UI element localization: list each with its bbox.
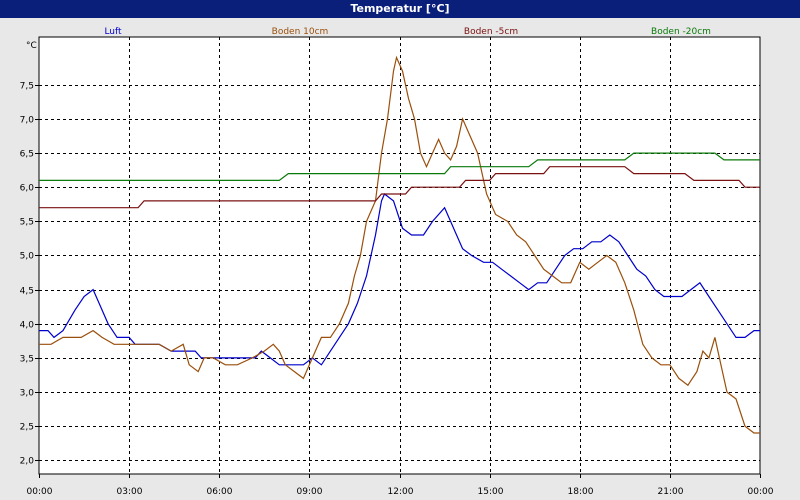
x-tick-label-time: 00:00 xyxy=(748,487,774,497)
x-tick-label-time: 06:00 xyxy=(207,487,233,497)
series-line-2 xyxy=(39,55,760,434)
y-tick-label: 7,5 xyxy=(20,82,34,92)
x-tick-label-time: 15:00 xyxy=(478,487,504,497)
legend-entry: Boden -20cm xyxy=(651,27,711,37)
series-line-3 xyxy=(39,166,760,209)
temperature-chart: 2,0 2,5 3,0 3,5 4,0 4,5 5,0 5,5 6,0 6,5 7,0 7,5 00:… xyxy=(20,27,774,497)
y-tick-label: 2,5 xyxy=(20,423,34,433)
x-tick-label-time: 09:00 xyxy=(297,487,323,497)
series-line-4 xyxy=(39,152,760,181)
y-tick-label: 2,0 xyxy=(20,457,35,467)
y-tick-label: 4,5 xyxy=(20,287,34,297)
y-tick-label: 4,0 xyxy=(20,321,35,331)
y-axis-unit: °C xyxy=(26,41,37,51)
legend-entry: Luft xyxy=(104,27,122,37)
x-tick-label-time: 18:00 xyxy=(568,487,594,497)
y-tick-label: 3,0 xyxy=(20,389,35,399)
x-tick-label-time: 03:00 xyxy=(117,487,143,497)
y-tick-label: 5,5 xyxy=(20,218,34,228)
window-title: Temperatur [°C] xyxy=(0,0,800,18)
y-tick-label: 5,0 xyxy=(20,252,35,262)
x-tick-label-time: 21:00 xyxy=(658,487,684,497)
y-tick-label: 6,0 xyxy=(20,184,35,194)
y-tick-label: 6,5 xyxy=(20,150,34,160)
x-tick-label-time: 12:00 xyxy=(388,487,414,497)
legend-entry: Boden -5cm xyxy=(464,27,518,37)
legend-entry: Boden 10cm xyxy=(272,27,329,37)
y-tick-label: 3,5 xyxy=(20,355,34,365)
y-tick-label: 7,0 xyxy=(20,116,35,126)
x-tick-label-time: 00:00 xyxy=(27,487,53,497)
